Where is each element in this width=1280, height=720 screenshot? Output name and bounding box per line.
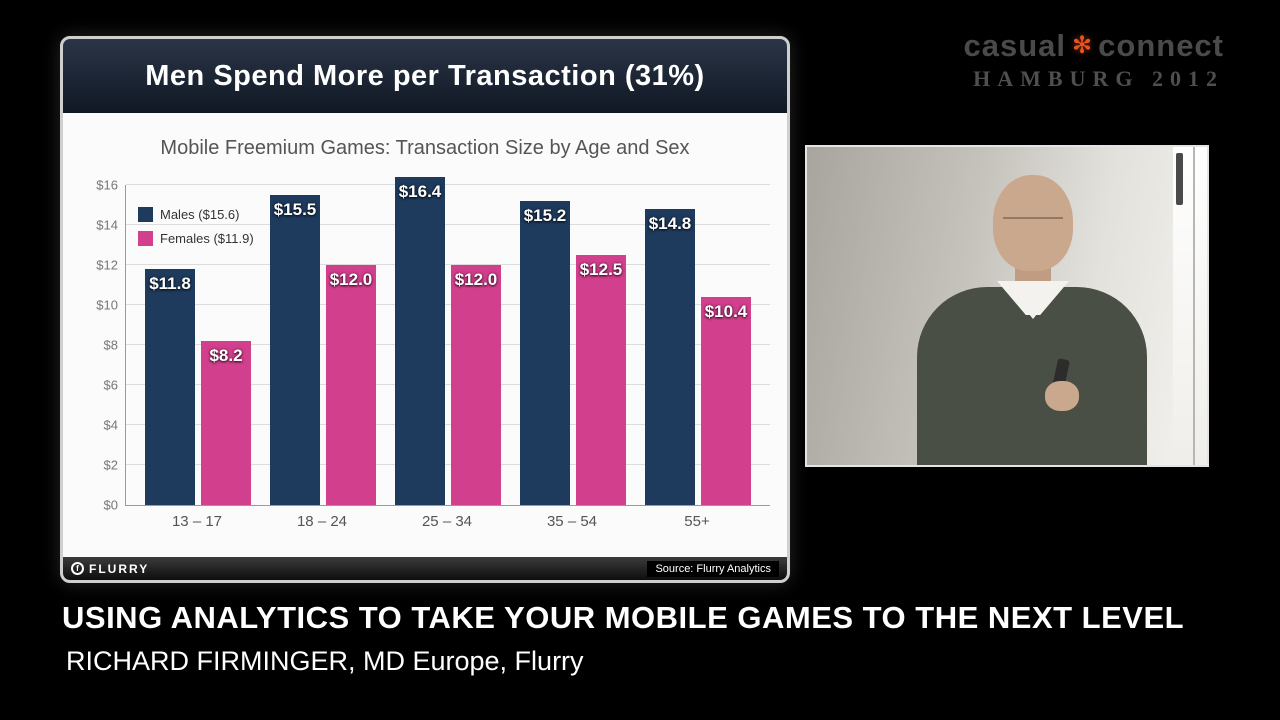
casual-connect-logo: casual ✻ connect HAMBURG 2012 <box>964 28 1224 92</box>
x-axis-label: 13 – 17 <box>171 513 223 530</box>
legend-swatch <box>138 207 153 222</box>
gridline <box>126 344 770 345</box>
x-axis-label: 18 – 24 <box>296 513 348 530</box>
bar: $15.2 <box>520 201 570 505</box>
y-axis-tick: $8 <box>103 337 118 353</box>
flower-icon: ✻ <box>1072 32 1093 59</box>
bar: $10.4 <box>701 297 751 505</box>
flurry-logo-text: FLURRY <box>89 561 150 576</box>
bar: $15.5 <box>270 195 320 505</box>
y-axis-tick: $14 <box>96 217 118 233</box>
gridline <box>126 304 770 305</box>
chart-legend: Males ($15.6) Females ($11.9) <box>138 207 254 255</box>
logo-word-casual: casual <box>963 28 1067 63</box>
y-axis-tick: $6 <box>103 377 118 393</box>
speaker-figure <box>917 175 1147 465</box>
bar: $12.0 <box>451 265 501 505</box>
x-axis-label: 55+ <box>684 513 710 530</box>
bar: $14.8 <box>645 209 695 505</box>
bar-value-label: $14.8 <box>648 214 692 233</box>
window-frame-line <box>1193 147 1195 465</box>
bars-container: $11.8 $8.2 $15.5 $12.0 $16.4 $12.0 $15.2 $12.5 $… <box>126 177 770 505</box>
x-axis-label: 25 – 34 <box>421 513 473 530</box>
legend-label: Females ($11.9) <box>160 231 254 246</box>
bar-group: $11.8 $8.2 <box>145 185 251 505</box>
plot-area: Males ($15.6) Females ($11.9) $11.8 $8.2 $1… <box>96 177 770 513</box>
window-handle <box>1176 153 1183 205</box>
bar: $12.0 <box>326 265 376 505</box>
bar: $11.8 <box>145 269 195 505</box>
slide-footer: f FLURRY Source: Flurry Analytics <box>63 557 787 580</box>
caption-title: USING ANALYTICS TO TAKE YOUR MOBILE GAME… <box>62 600 1185 635</box>
bar-value-label: $12.5 <box>579 260 623 279</box>
bar-value-label: $11.8 <box>149 274 191 293</box>
y-axis-tick: $0 <box>103 497 118 513</box>
bar-group: $15.5 $12.0 <box>270 185 376 505</box>
bar-value-label: $8.2 <box>209 346 243 365</box>
legend-swatch <box>138 231 153 246</box>
gridline <box>126 264 770 265</box>
slide-header: Men Spend More per Transaction (31%) <box>63 39 787 113</box>
bar-value-label: $12.0 <box>329 270 373 289</box>
speaker-head <box>993 175 1073 271</box>
bar-group: $16.4 $12.0 <box>395 177 501 505</box>
presentation-slide: Men Spend More per Transaction (31%) Mob… <box>60 36 790 583</box>
flurry-logo: f FLURRY <box>71 562 149 576</box>
gridline <box>126 184 770 185</box>
chart-title: Mobile Freemium Games: Transaction Size … <box>160 137 690 159</box>
flurry-icon: f <box>71 562 84 575</box>
legend-label: Males ($15.6) <box>160 207 240 222</box>
x-axis-labels: 13 – 17 18 – 24 25 – 34 35 – 54 55+ <box>125 513 769 530</box>
gridline <box>126 464 770 465</box>
speaker-glasses <box>1003 217 1063 229</box>
caption-speaker: RICHARD FIRMINGER, MD Europe, Flurry <box>66 646 584 676</box>
gridline <box>126 424 770 425</box>
bar-value-label: $12.0 <box>454 270 498 289</box>
source-note: Source: Flurry Analytics <box>647 560 779 577</box>
legend-entry: Females ($11.9) <box>138 231 254 246</box>
speaker-video <box>805 145 1209 467</box>
logo-subtitle: HAMBURG 2012 <box>973 66 1224 91</box>
bar: $8.2 <box>201 341 251 505</box>
gridline <box>126 224 770 225</box>
y-axis-tick: $2 <box>103 457 118 473</box>
bar: $12.5 <box>576 255 626 505</box>
y-axis-tick: $12 <box>96 257 118 273</box>
y-axis-tick: $10 <box>96 297 118 313</box>
legend-entry: Males ($15.6) <box>138 207 254 222</box>
bar-value-label: $15.2 <box>523 206 567 225</box>
y-axis-tick: $4 <box>103 417 118 433</box>
slide-title: Men Spend More per Transaction (31%) <box>145 59 705 92</box>
bar-value-label: $15.5 <box>273 200 317 219</box>
bar-group: $15.2 $12.5 <box>520 185 626 505</box>
speaker-hand <box>1045 381 1079 411</box>
bar-group: $14.8 $10.4 <box>645 185 751 505</box>
y-axis-tick: $16 <box>96 177 118 193</box>
bar-value-label: $10.4 <box>704 302 748 321</box>
logo-word-connect: connect <box>1098 28 1224 63</box>
bar: $16.4 <box>395 177 445 505</box>
bar-value-label: $16.4 <box>398 182 442 201</box>
gridline <box>126 384 770 385</box>
x-axis-label: 35 – 54 <box>546 513 598 530</box>
